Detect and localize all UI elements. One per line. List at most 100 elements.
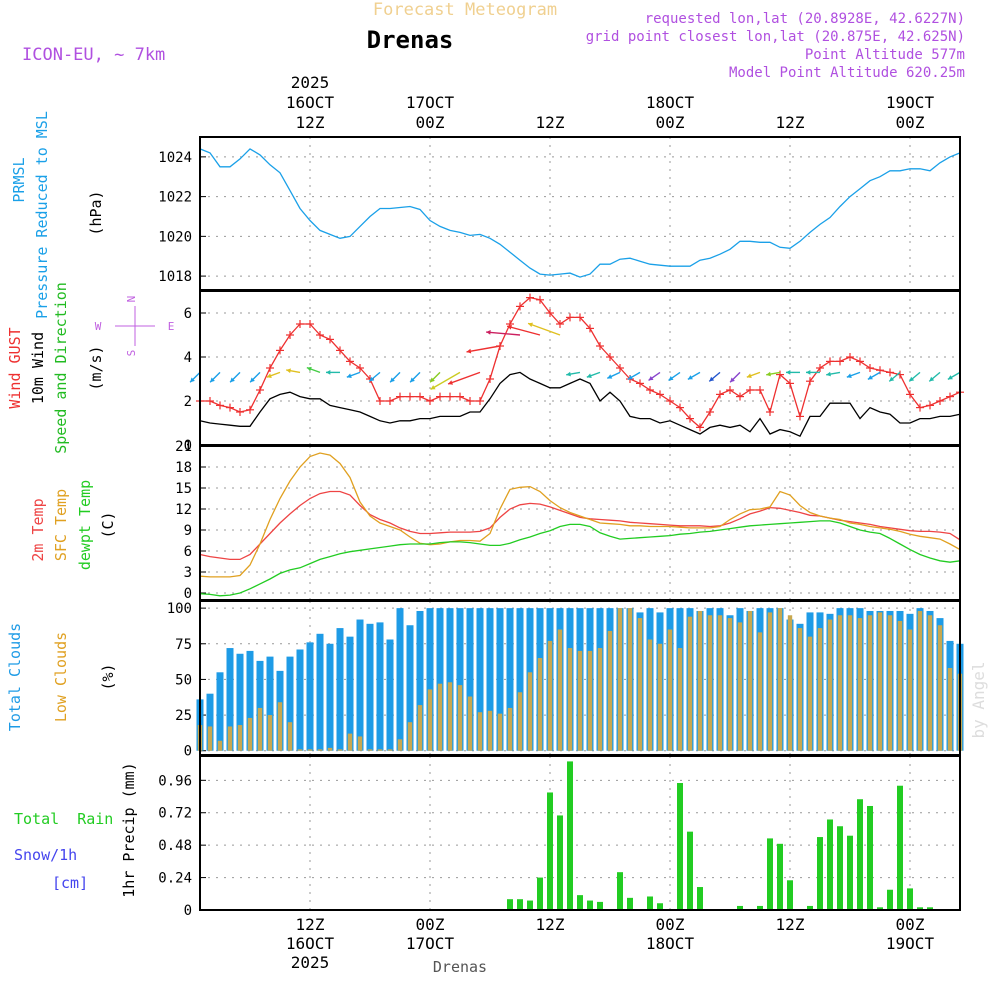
location-title: Drenas — [367, 26, 454, 54]
total-cloud-bar-5 — [246, 650, 254, 751]
low-cloud-bar-69 — [887, 615, 893, 751]
total-cloud-bar-29 — [486, 608, 494, 751]
precip-bar-56 — [757, 905, 763, 910]
low-cloud-bar-25 — [447, 682, 453, 751]
low-cloud-bar-46 — [657, 643, 663, 751]
gust-marker-73 — [926, 401, 934, 410]
low-cloud-bar-17 — [367, 749, 373, 751]
temp-ytick-label-2: 6 — [184, 544, 192, 560]
temp-dewpt-label: dewpt Temp — [76, 480, 94, 570]
precip-bar-64 — [837, 826, 843, 910]
time-top-label-2-0: 12Z — [536, 113, 565, 132]
cloud-unit: (%) — [99, 663, 117, 690]
total-cloud-label: Total Clouds — [6, 623, 24, 731]
gust-marker-61 — [806, 377, 814, 386]
low-cloud-bar-12 — [317, 749, 323, 751]
wind-dir-head — [230, 377, 235, 383]
low-cloud-bar-45 — [647, 639, 653, 751]
low-cloud-bar-21 — [407, 722, 413, 751]
total-cloud-bar-22 — [416, 610, 424, 751]
wind-dir-arrow-34 — [867, 371, 881, 381]
low-cloud-bar-61 — [807, 636, 813, 751]
total-cloud-bar-7 — [266, 656, 274, 751]
wind-dir-head — [929, 376, 935, 382]
gust-marker-29 — [486, 375, 494, 383]
low-cloud-bar-16 — [357, 736, 363, 751]
gust-marker-45 — [646, 386, 654, 394]
time-bottom-label-3-0: 00Z — [656, 915, 685, 934]
grid-point-coords: grid point closest lon,lat (20.875E, 42.… — [586, 29, 965, 45]
point-altitude: Point Altitude 577m — [805, 47, 965, 63]
wind-dir-head — [326, 370, 331, 375]
low-cloud-bar-23 — [427, 689, 433, 751]
gust-marker-14 — [336, 346, 344, 355]
gust-marker-69 — [886, 368, 894, 377]
gust-marker-56 — [756, 386, 764, 394]
wind-dir-arrow-15 — [466, 345, 501, 354]
wind-dir-head — [266, 373, 272, 378]
gust-marker-55 — [746, 386, 754, 394]
time-top-label-5-1: 00Z — [896, 113, 925, 132]
gust-marker-57 — [766, 408, 774, 416]
wind-dir-arrow-33 — [846, 371, 861, 378]
clouds-ytick-label-2: 50 — [175, 672, 192, 688]
gust-marker-53 — [726, 386, 734, 394]
wind-dir-arrow-16 — [486, 330, 521, 336]
wind-dir-head — [826, 371, 831, 377]
precip-bar-42 — [617, 872, 623, 910]
wind-labels: Wind GUST 10m Wind Speed and Direction (… — [6, 282, 174, 454]
pressure-ytick-label-3: 1024 — [158, 150, 192, 166]
gust-marker-21 — [406, 392, 414, 401]
wind-dir-shaft — [447, 371, 481, 385]
precip-bar-62 — [817, 837, 823, 910]
gust-marker-33 — [526, 293, 534, 302]
gust-marker-26 — [456, 392, 464, 401]
temp-panel: 0 3 6 9 12 15 18 21 — [175, 439, 961, 602]
clouds-ytick-label-4: 100 — [167, 601, 192, 617]
wind-gust-label: Wind GUST — [6, 327, 24, 408]
precip-bar-65 — [847, 835, 853, 910]
precip-ytick-label-1: 0.24 — [158, 871, 192, 887]
gust-marker-66 — [856, 357, 864, 366]
wind-dir-shaft — [430, 371, 461, 391]
precip-ytick-label-4: 0.96 — [158, 773, 192, 789]
precip-bar-38 — [577, 895, 583, 910]
clouds-ytick-label-3: 75 — [175, 637, 192, 653]
wind-dir-head — [466, 348, 472, 354]
wind-dir-arrow-28 — [746, 371, 761, 378]
pressure-label-1: PRMSL — [10, 157, 28, 202]
wind-dir-head — [390, 377, 395, 383]
pressure-unit: (hPa) — [87, 190, 105, 235]
temp-ytick-label-1: 3 — [184, 565, 192, 581]
low-cloud-bar-9 — [287, 722, 293, 751]
low-cloud-bar-39 — [587, 650, 593, 751]
total-cloud-bar-12 — [316, 633, 324, 751]
total-cloud-bar-30 — [496, 608, 504, 751]
low-cloud-bar-50 — [697, 610, 703, 751]
low-cloud-bar-40 — [597, 648, 603, 751]
low-cloud-bar-37 — [567, 648, 573, 751]
time-bottom-label-1-1: 17OCT — [406, 934, 455, 953]
total-cloud-bar-3 — [226, 648, 234, 751]
low-cloud-bar-2 — [217, 740, 223, 751]
time-bottom-label-1-0: 00Z — [416, 915, 445, 934]
wind-dir-head — [648, 375, 654, 381]
wind-dir-arrow-13 — [430, 371, 461, 391]
precip-bar-40 — [597, 901, 603, 910]
gust-marker-38 — [576, 313, 584, 322]
precip-ylabel: 1hr Precip (mm) — [120, 762, 138, 897]
wind-dir-head — [430, 377, 435, 383]
time-bottom-label-2-0: 12Z — [536, 915, 565, 934]
total-cloud-bar-27 — [466, 608, 474, 751]
low-cloud-bar-53 — [727, 618, 733, 751]
compass-w: W — [95, 320, 102, 333]
low-cloud-bar-26 — [457, 685, 463, 751]
gust-marker-9 — [286, 331, 294, 339]
wind-dir-head — [306, 366, 312, 372]
prmsl-line — [199, 148, 961, 278]
wind-dir-arrow-4 — [266, 371, 281, 378]
gust-marker-71 — [906, 390, 914, 399]
low-cloud-bar-47 — [667, 629, 673, 751]
wind-dir-head — [746, 373, 752, 378]
wind-dir-head — [627, 375, 633, 380]
